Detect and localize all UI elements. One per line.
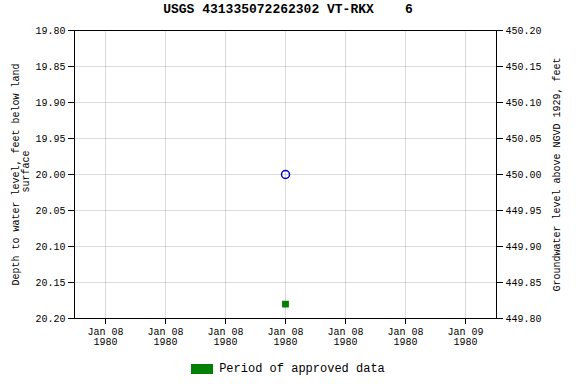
svg-text:Jan 081980: Jan 081980: [147, 327, 183, 348]
svg-text:Jan 091980: Jan 091980: [447, 327, 483, 348]
html-text:USGS 431335072262302 VT-RKX 6: USGS 431335072262302 VT-RKX 6: [163, 2, 413, 17]
svg-text:449.90: 449.90: [506, 242, 542, 253]
svg-text:20.20: 20.20: [35, 314, 65, 325]
svg-text:Jan 081980: Jan 081980: [87, 327, 123, 348]
svg-text:Jan 081980: Jan 081980: [207, 327, 243, 348]
svg-text:19.85: 19.85: [35, 62, 65, 73]
svg-text:20.15: 20.15: [35, 278, 65, 289]
html-text:Period of approved data: Period of approved data: [219, 362, 385, 376]
svg-text:449.95: 449.95: [506, 206, 542, 217]
svg-text:Jan 081980: Jan 081980: [327, 327, 363, 348]
svg-text:450.15: 450.15: [506, 62, 542, 73]
svg-text:450.00: 450.00: [506, 170, 542, 181]
svg-text:20.00: 20.00: [35, 170, 65, 181]
svg-text:Depth to water level, feet bel: Depth to water level, feet below land su…: [11, 63, 32, 285]
svg-text:19.90: 19.90: [35, 98, 65, 109]
svg-text:449.80: 449.80: [506, 314, 542, 325]
svg-text:450.10: 450.10: [506, 98, 542, 109]
svg-text:20.05: 20.05: [35, 206, 65, 217]
svg-text:450.20: 450.20: [506, 26, 542, 37]
svg-text:449.85: 449.85: [506, 278, 542, 289]
svg-text:19.80: 19.80: [35, 26, 65, 37]
svg-text:19.95: 19.95: [35, 134, 65, 145]
svg-text:Jan 081980: Jan 081980: [267, 327, 303, 348]
svg-text:Jan 081980: Jan 081980: [387, 327, 423, 348]
svg-text:20.10: 20.10: [35, 242, 65, 253]
svg-text:450.05: 450.05: [506, 134, 542, 145]
svg-text:Groundwater level above NGVD 1: Groundwater level above NGVD 1929, feet: [552, 57, 563, 291]
